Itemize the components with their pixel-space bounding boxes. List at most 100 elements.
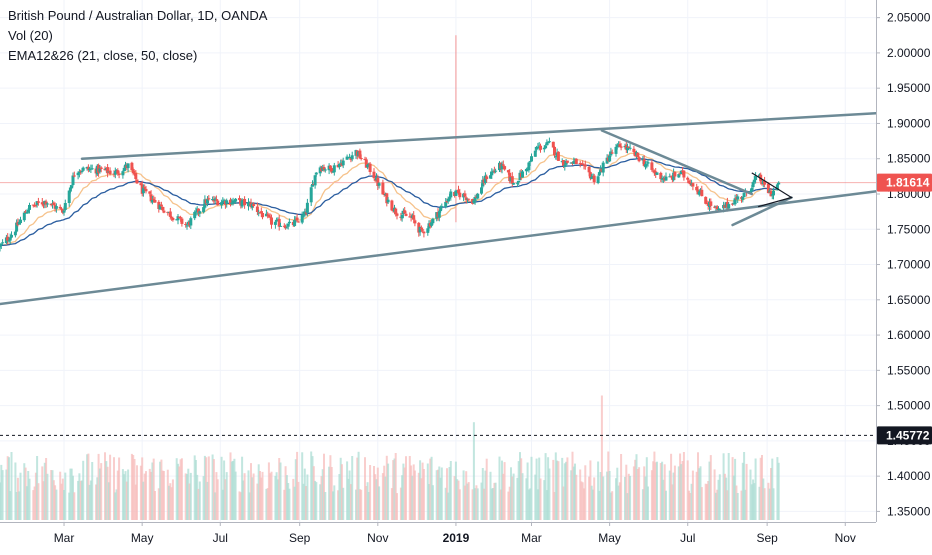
candle-body (285, 227, 289, 229)
volume-bar (472, 422, 475, 520)
volume-bar (259, 471, 261, 520)
volume-bar (403, 467, 406, 520)
volume-bar (9, 491, 12, 520)
volume-bar (707, 481, 710, 520)
volume-bar (704, 483, 707, 520)
volume-bar (107, 482, 110, 520)
candle-body (162, 210, 166, 213)
volume-bar (429, 458, 432, 520)
candle-body (601, 162, 605, 173)
candle-body (13, 231, 17, 236)
volume-bar (463, 485, 466, 520)
volume-bar (293, 486, 296, 520)
volume-bar (125, 481, 128, 520)
volume-bar (121, 469, 124, 520)
volume-bar (276, 479, 279, 520)
volume-bar (250, 463, 252, 520)
candle-body (483, 175, 487, 183)
trendline-4[interactable] (731, 196, 793, 227)
volume-bar (364, 457, 366, 520)
volume-bar (512, 473, 515, 520)
volume-bar (230, 461, 233, 520)
candle-body (185, 225, 189, 227)
volume-bar (471, 489, 474, 520)
volume-bar (160, 459, 163, 520)
volume-bar (72, 475, 74, 520)
candle-body (7, 240, 11, 242)
volume-bar (562, 486, 565, 520)
volume-bar (10, 452, 13, 520)
volume-bar (161, 470, 164, 520)
ema-legend[interactable]: EMA12&26 (21, close, 50, close) (8, 48, 198, 63)
volume-bar (27, 471, 30, 520)
volume-bar (526, 462, 529, 520)
volume-bar (625, 464, 628, 520)
price-axis-label: 1.65000 (887, 293, 931, 307)
volume-bar (431, 485, 434, 520)
candle-body (152, 198, 156, 200)
candle-body (431, 218, 435, 224)
volume-bar (598, 490, 601, 520)
volume-bar (620, 454, 623, 520)
volume-bar (716, 489, 719, 520)
candle-body (772, 190, 775, 196)
candle-body (750, 188, 754, 192)
legend: British Pound / Australian Dollar, 1D, O… (8, 6, 267, 66)
volume-bar (376, 467, 379, 520)
volume-bar (288, 488, 291, 520)
volume-bar (221, 489, 224, 520)
volume-bar (636, 469, 639, 520)
volume-bar (220, 456, 223, 520)
volume-bar (401, 475, 404, 520)
candle-body (775, 184, 779, 191)
volume-bar (247, 470, 250, 520)
candle-body (122, 167, 126, 171)
volume-bar (645, 457, 648, 520)
candle-body (597, 172, 601, 176)
candle-body (536, 146, 540, 148)
volume-bar (390, 488, 393, 520)
candle-body (583, 164, 587, 167)
volume-bar (554, 452, 557, 520)
candle-body (179, 217, 183, 219)
candle-body (34, 205, 38, 206)
price-axis-label: 1.35000 (887, 504, 931, 518)
volume-bar (358, 489, 361, 520)
candle-body (337, 163, 341, 167)
volume-bar (493, 482, 496, 520)
trendline-1[interactable] (0, 189, 884, 306)
volume-bar (305, 486, 308, 520)
triangle-pattern[interactable] (751, 172, 793, 208)
candle-body (1, 242, 5, 244)
candle-body (472, 200, 476, 203)
volume-bar (699, 466, 702, 520)
volume-bar (394, 453, 397, 520)
candle-body (592, 175, 596, 183)
trendline-2[interactable] (80, 111, 884, 160)
volume-bar (59, 471, 62, 520)
candle-body (687, 180, 691, 184)
candle-body (763, 180, 767, 185)
trendline-3[interactable] (600, 129, 754, 196)
volume-bar (659, 463, 662, 520)
candle-body (632, 148, 636, 152)
candle-body (515, 182, 519, 184)
candle-body (58, 206, 62, 209)
candle-body (618, 144, 622, 147)
candle-body (673, 172, 677, 177)
volume-bar (770, 468, 772, 520)
candle-body (440, 206, 444, 208)
volume-bar (527, 489, 530, 520)
volume-legend[interactable]: Vol (20) (8, 28, 53, 43)
candle-body (769, 191, 773, 197)
volume-bar (324, 492, 327, 520)
last-price-tag-box (877, 173, 932, 192)
candle-body (777, 182, 781, 185)
time-axis-background (0, 522, 932, 550)
volume-bar (68, 492, 71, 520)
volume-bar (196, 474, 199, 520)
volume-bar (202, 476, 205, 520)
symbol-title[interactable]: British Pound / Australian Dollar, 1D, O… (8, 8, 268, 23)
